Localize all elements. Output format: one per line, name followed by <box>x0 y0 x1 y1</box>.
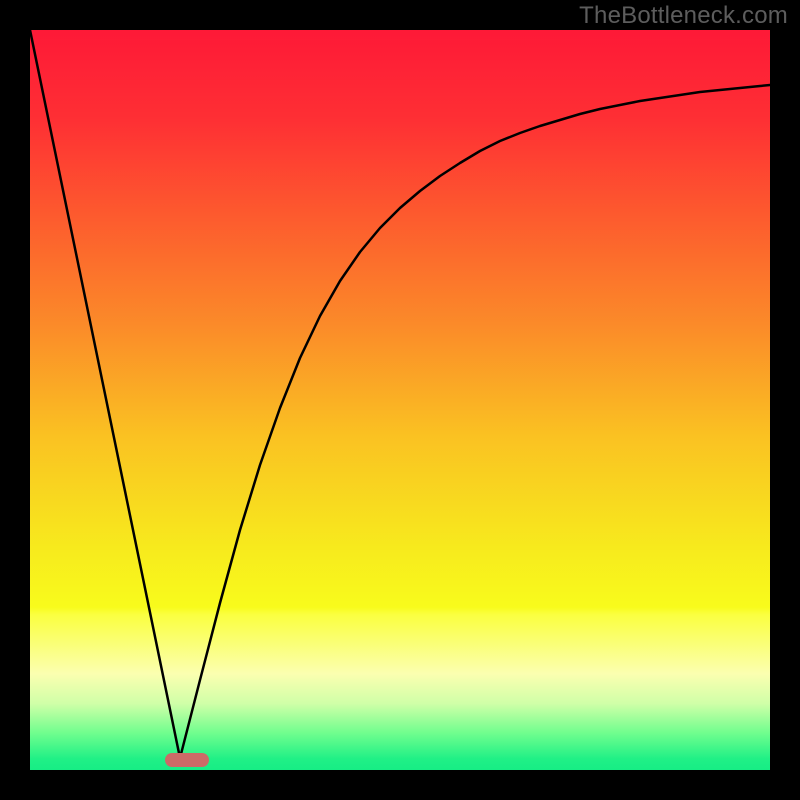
chart-container: TheBottleneck.com <box>0 0 800 800</box>
gradient-background <box>30 30 770 770</box>
optimal-point-marker <box>165 753 209 767</box>
bottleneck-chart <box>0 0 800 800</box>
watermark-text: TheBottleneck.com <box>579 2 788 30</box>
